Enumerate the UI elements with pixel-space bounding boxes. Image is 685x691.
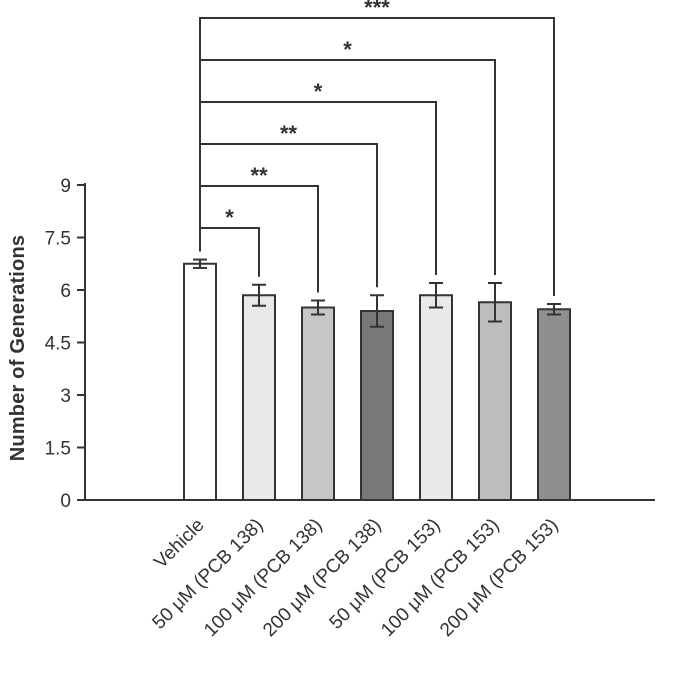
y-tick-label: 9	[60, 176, 71, 197]
category-label: 50 μM (PCB 153)	[326, 515, 445, 634]
significance-bracket	[199, 59, 496, 275]
bar	[183, 262, 217, 501]
y-tick-label: 3	[60, 386, 71, 407]
significance-stars: **	[250, 163, 268, 188]
y-tick-label: 6	[60, 281, 71, 302]
y-tick-label: 1.5	[45, 439, 71, 460]
category-label: 50 μM (PCB 138)	[149, 515, 268, 634]
bar	[537, 308, 571, 501]
y-tick-label: 7.5	[45, 229, 71, 250]
bar	[360, 310, 394, 501]
y-tick-label: 4.5	[45, 334, 71, 355]
bar	[301, 306, 335, 501]
bar	[419, 294, 453, 501]
category-label: Vehicle	[150, 515, 208, 573]
significance-stars: *	[343, 37, 352, 62]
significance-stars: **	[280, 121, 298, 146]
significance-stars: *	[314, 79, 323, 104]
bar	[242, 294, 276, 501]
significance-stars: *	[225, 205, 234, 230]
significance-stars: ***	[364, 0, 390, 20]
significance-bracket	[199, 17, 555, 296]
bar	[478, 301, 512, 501]
y-tick-label: 0	[60, 491, 71, 512]
